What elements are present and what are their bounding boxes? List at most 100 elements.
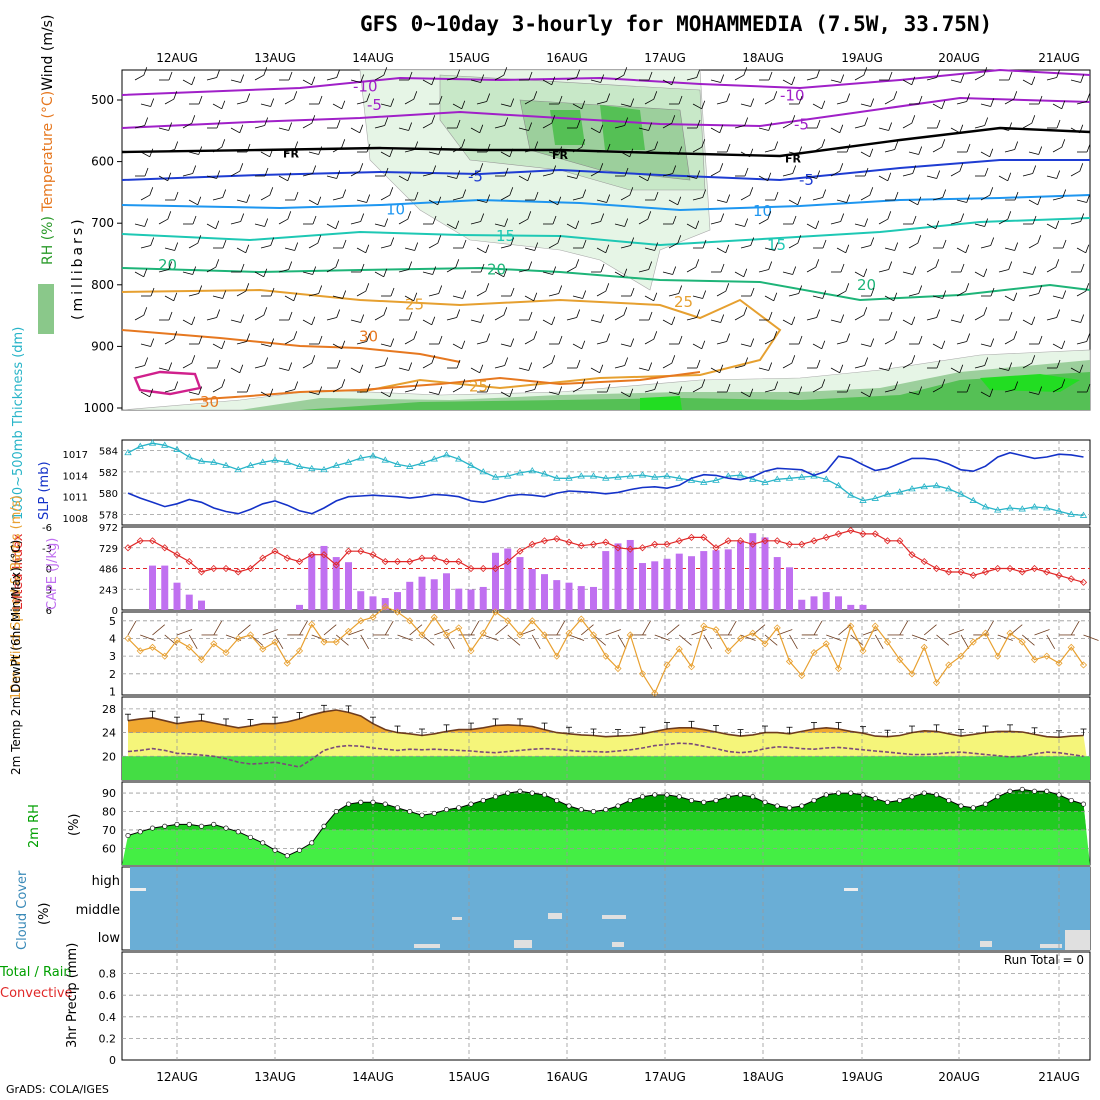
cloud-cell	[844, 888, 858, 891]
thickness-axis-label: 1000~500mb Thickness (dm)	[11, 327, 26, 520]
wind-barb	[998, 127, 1009, 131]
wind-barb	[812, 386, 822, 393]
cape-bar	[504, 548, 512, 610]
wind-barb-flag	[1056, 119, 1061, 129]
wind-speed-point	[847, 622, 855, 630]
wind-barb	[302, 319, 312, 326]
wind-barb-flag	[383, 307, 388, 316]
wind-barb-flag	[479, 163, 484, 172]
wind-barb-flag	[342, 290, 347, 299]
wind-barb-flag	[959, 163, 964, 172]
rh-point	[921, 790, 927, 796]
wind-barb	[284, 149, 295, 153]
contour-label: 20	[158, 256, 177, 274]
wind-barb	[524, 338, 534, 345]
wind-speed-point	[577, 615, 585, 623]
li-tick-label: -6	[42, 523, 52, 534]
wind-barb-flag	[1086, 383, 1091, 393]
wind-barb-flag	[144, 117, 149, 126]
wind-barb	[860, 343, 871, 347]
wind-barb-flag	[863, 307, 868, 316]
wind-speed-point	[148, 643, 157, 651]
wind-barb	[860, 194, 870, 201]
thickness-point	[222, 461, 230, 468]
wind-barb-flag	[623, 268, 628, 277]
wind-barb	[380, 343, 391, 347]
rh-point	[309, 840, 315, 846]
wind-barb	[590, 127, 600, 134]
wind-barb-flag	[312, 165, 317, 174]
temperature-isoline	[121, 126, 1091, 158]
thickness-point	[773, 475, 781, 482]
wind-barb-flag	[576, 119, 581, 129]
wind-barb-flag	[366, 93, 371, 102]
wind-barb	[854, 314, 864, 321]
wind-barb	[404, 338, 414, 345]
wind-barb-10m	[409, 624, 423, 636]
thickness-point	[528, 467, 536, 474]
wind-speed-point	[553, 652, 561, 660]
li-point	[908, 551, 916, 559]
wind-speed-point	[381, 603, 389, 611]
wind-barb-flag	[1062, 290, 1067, 299]
wind-barb-flag	[575, 259, 580, 268]
thickness-point	[393, 460, 402, 467]
wind-speed-point	[896, 656, 904, 664]
wind-barb	[932, 146, 942, 153]
wind-barb	[902, 319, 912, 326]
wind-speed-point	[1079, 661, 1088, 669]
wind-barb-flag	[984, 357, 989, 366]
wind-barb	[254, 365, 265, 369]
wind-speed-point	[810, 649, 818, 657]
wind-barb-flag	[462, 290, 467, 299]
wind-barb-flag	[623, 67, 628, 76]
wind-barb-flag	[558, 146, 563, 155]
wind-barb	[470, 127, 480, 134]
cape-axis-label: CAPE (J/kg)	[45, 538, 60, 610]
wind-barb-flag	[743, 67, 748, 76]
wind-barb	[260, 151, 270, 158]
wind-barb-flag	[744, 117, 749, 126]
wind-barb	[590, 170, 600, 177]
wind-barb	[308, 391, 319, 395]
cape-axis-text: CAPE (J/kg)	[45, 538, 60, 610]
wind-barb	[428, 293, 439, 297]
wind-barb-flag	[432, 266, 437, 275]
wind-barb	[164, 98, 174, 105]
wind-barb	[806, 223, 816, 230]
wind-barb	[668, 151, 679, 155]
rh-point	[995, 794, 1001, 800]
wind-barb-flag	[678, 386, 683, 395]
rh-tick-label: 60	[102, 842, 116, 855]
wind-barb	[422, 173, 433, 177]
date-label-bottom: 15AUG	[448, 1070, 490, 1084]
wind-barb-10m	[642, 620, 651, 636]
wind-barb	[326, 317, 337, 321]
wind-barb-flag	[552, 266, 557, 275]
wind-barb-flag	[504, 218, 509, 227]
wind-barb-flag	[911, 316, 916, 325]
convective-label: Convective	[0, 986, 73, 1001]
wind-barb	[1046, 223, 1056, 230]
wind-barb-flag	[678, 146, 683, 155]
wind-barb-flag	[270, 287, 275, 297]
wind-barb-flag	[629, 148, 634, 157]
wind-barb	[830, 170, 840, 177]
precip-axis-label: 3hr Precip (mm)	[65, 943, 80, 1048]
wind-barb	[236, 101, 247, 105]
wind-barb-10m	[850, 634, 864, 646]
date-label-bottom: 17AUG	[644, 1070, 686, 1084]
wind-barb-10m	[568, 634, 585, 641]
wind-barb-flag	[1061, 340, 1066, 349]
wind-speed-point	[283, 659, 291, 667]
wind-barb	[428, 199, 438, 206]
wind-barb-10m	[483, 634, 499, 641]
wind-barb-flag	[533, 292, 538, 301]
wind-barb	[572, 343, 582, 350]
wind-speed-point	[173, 636, 181, 644]
wind-barb	[1046, 77, 1057, 81]
wind-barb	[404, 389, 415, 393]
wind-barb	[620, 343, 631, 347]
rh-point	[578, 807, 584, 813]
wind-barb	[356, 247, 366, 254]
